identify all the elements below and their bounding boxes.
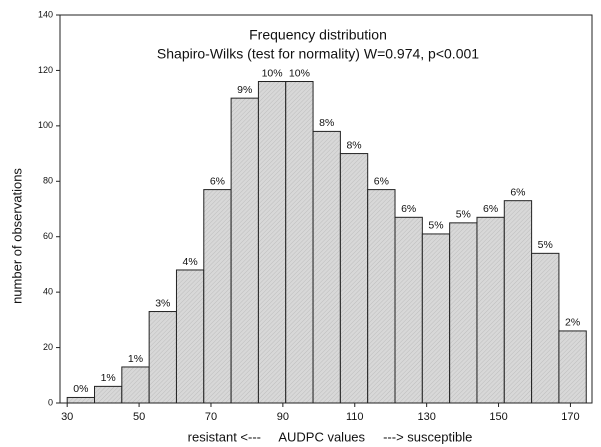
bar-label: 5% [456, 209, 471, 221]
x-tick-label: 30 [61, 411, 73, 423]
bar-label: 6% [374, 175, 389, 187]
bar-label: 5% [538, 239, 553, 251]
y-tick-label: 80 [43, 176, 53, 186]
bar [476, 216, 505, 404]
bar [531, 252, 560, 404]
bar [503, 200, 533, 404]
bar [66, 396, 96, 404]
bar-label: 4% [183, 256, 198, 268]
bar-label: 1% [101, 372, 116, 384]
bar-label: 8% [346, 139, 361, 151]
bar [312, 130, 341, 404]
bar [394, 216, 423, 404]
bar-label: 0% [73, 383, 88, 395]
x-axis-label: resistant <--- AUDPC values ---> suscept… [188, 429, 473, 444]
bar [367, 189, 396, 404]
bar-label: 6% [483, 203, 498, 215]
x-tick-label: 70 [205, 411, 217, 423]
bar [175, 269, 205, 404]
bar [94, 385, 123, 404]
bar [558, 330, 587, 404]
bar-label: 6% [510, 186, 525, 198]
bar [339, 153, 369, 404]
bar-label: 1% [128, 353, 143, 365]
plot-frame [59, 14, 593, 404]
y-tick-label: 120 [38, 65, 53, 75]
bar [421, 233, 451, 404]
bar-label: 9% [237, 84, 252, 96]
y-tick-label: 0 [48, 397, 53, 407]
y-tick-label: 20 [43, 342, 53, 352]
bar [148, 311, 177, 404]
bar-label: 10% [262, 67, 283, 79]
bar [121, 366, 150, 404]
bar-label: 5% [428, 220, 443, 232]
bar [285, 81, 314, 404]
x-tick-label: 150 [489, 411, 507, 423]
x-tick-label: 50 [133, 411, 145, 423]
bar-label: 2% [565, 317, 580, 329]
y-tick-label: 140 [38, 9, 53, 19]
x-tick-label: 110 [346, 411, 364, 423]
bar-label: 3% [155, 297, 170, 309]
y-tick-label: 100 [38, 120, 53, 130]
y-tick-label: 60 [43, 231, 53, 241]
bar-label: 10% [289, 67, 310, 79]
bar-label: 6% [210, 175, 225, 187]
bar-label: 8% [319, 117, 334, 129]
y-axis-label: number of observations [9, 168, 24, 304]
x-tick-label: 90 [277, 411, 289, 423]
bar [449, 222, 478, 404]
bar [203, 189, 232, 404]
bar-label: 6% [401, 203, 416, 215]
x-tick-label: 170 [561, 411, 579, 423]
y-tick-label: 40 [43, 287, 53, 297]
chart-subtitle: Shapiro-Wilks (test for normality) W=0.9… [157, 46, 479, 62]
x-tick-label: 130 [417, 411, 435, 423]
chart-title: Frequency distribution [249, 27, 387, 43]
bar [257, 81, 287, 404]
bar [230, 97, 259, 404]
